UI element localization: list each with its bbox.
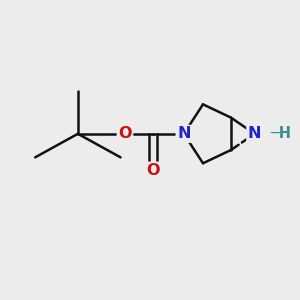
- Text: ─H: ─H: [270, 126, 291, 141]
- Text: O: O: [118, 126, 132, 141]
- Text: N: N: [248, 126, 261, 141]
- Text: O: O: [146, 163, 160, 178]
- Text: N: N: [177, 126, 190, 141]
